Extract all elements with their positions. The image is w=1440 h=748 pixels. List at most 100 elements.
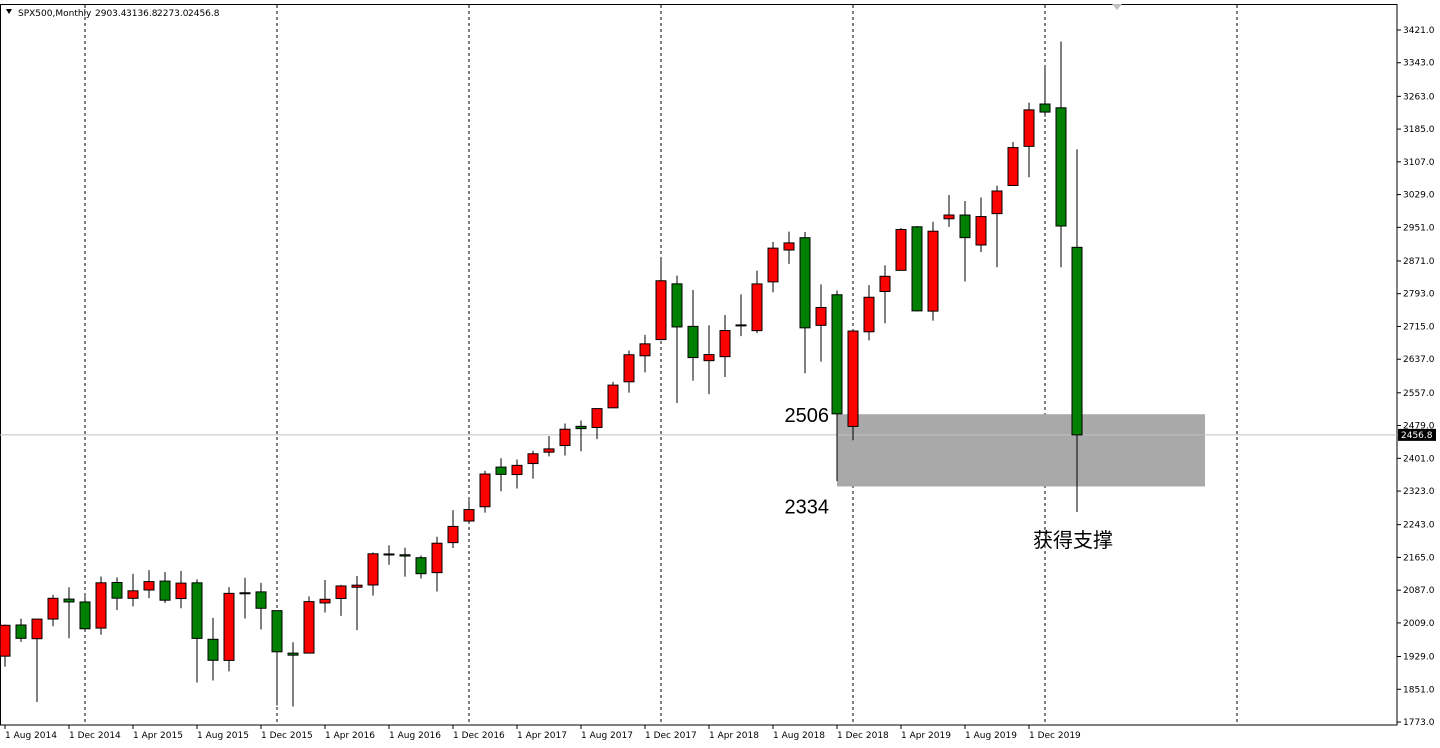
candle-body bbox=[831, 294, 843, 415]
candle-body bbox=[895, 229, 907, 271]
candle-body bbox=[47, 597, 59, 620]
price-tag: 2456.8 bbox=[1401, 431, 1433, 441]
candle-body bbox=[991, 190, 1003, 215]
candle-body bbox=[751, 283, 763, 332]
x-tick-label: 1 Apr 2019 bbox=[901, 731, 951, 741]
candle-body bbox=[415, 557, 427, 575]
candle-body bbox=[111, 582, 123, 599]
zone-top-label: 2506 bbox=[785, 405, 830, 427]
menu-arrow[interactable] bbox=[6, 9, 12, 14]
y-tick-label: 2637.0 bbox=[1403, 355, 1435, 365]
candle-body bbox=[15, 624, 27, 639]
candle-body bbox=[911, 226, 923, 312]
candle-body bbox=[799, 237, 811, 329]
x-tick-label: 1 Dec 2015 bbox=[261, 731, 313, 741]
candle-body bbox=[623, 354, 635, 383]
zone-bottom-label: 2334 bbox=[785, 496, 830, 518]
ohlc-high: 3136.8 bbox=[126, 9, 158, 19]
candle-body bbox=[927, 230, 939, 312]
y-tick-label: 2009.0 bbox=[1403, 619, 1435, 629]
y-tick-label: 2793.0 bbox=[1403, 290, 1435, 300]
x-tick-label: 1 Dec 2017 bbox=[645, 731, 697, 741]
candle-body bbox=[255, 591, 267, 609]
candle-body bbox=[399, 554, 411, 557]
candle-body bbox=[527, 453, 539, 465]
candle-body bbox=[703, 354, 715, 362]
candle-body bbox=[271, 610, 283, 653]
x-tick-label: 1 Aug 2019 bbox=[965, 731, 1017, 741]
candle-body bbox=[543, 448, 555, 453]
candle-body bbox=[959, 214, 971, 239]
candle-body bbox=[975, 216, 987, 246]
candle-body bbox=[735, 324, 747, 327]
candle-body bbox=[383, 553, 395, 556]
candle-body bbox=[351, 584, 363, 588]
candle-body bbox=[943, 214, 955, 220]
candle-body bbox=[783, 242, 795, 251]
y-tick-label: 2087.0 bbox=[1403, 586, 1435, 596]
candle-body bbox=[223, 592, 235, 661]
y-tick-label: 1929.0 bbox=[1403, 653, 1435, 663]
price-tag-bg bbox=[1398, 428, 1436, 441]
candle-body bbox=[671, 283, 683, 328]
candle-body bbox=[1007, 147, 1019, 186]
x-tick-label: 1 Aug 2016 bbox=[389, 731, 441, 741]
candle-body bbox=[175, 582, 187, 600]
candle-body bbox=[1055, 107, 1067, 227]
ohlc-close: 2456.8 bbox=[188, 9, 220, 19]
candle-body bbox=[655, 280, 667, 341]
x-tick-label: 1 Dec 2014 bbox=[69, 731, 121, 741]
y-tick-label: 2165.0 bbox=[1403, 553, 1435, 563]
y-tick-label: 3107.0 bbox=[1403, 158, 1435, 168]
y-tick-label: 2401.0 bbox=[1403, 454, 1435, 464]
candle-body bbox=[1023, 109, 1035, 147]
ohlc-low: 2273.0 bbox=[157, 9, 189, 19]
candle-body bbox=[879, 275, 891, 293]
candle-body bbox=[319, 598, 331, 604]
y-tick-label: 2715.0 bbox=[1403, 322, 1435, 332]
x-tick-label: 1 Apr 2015 bbox=[133, 731, 183, 741]
x-tick-label: 1 Apr 2018 bbox=[709, 731, 759, 741]
candle-body bbox=[79, 601, 91, 630]
candle-body bbox=[863, 296, 875, 333]
candle-body bbox=[335, 585, 347, 599]
candle-body bbox=[431, 542, 443, 574]
y-tick-label: 1773.0 bbox=[1403, 718, 1435, 728]
candle-body bbox=[719, 330, 731, 358]
candle-body bbox=[847, 330, 859, 427]
candle-body bbox=[639, 343, 651, 357]
candle-body bbox=[607, 384, 619, 409]
y-tick-label: 1851.0 bbox=[1403, 685, 1435, 695]
candle-body bbox=[815, 306, 827, 326]
candle-body bbox=[575, 425, 587, 430]
x-tick-label: 1 Apr 2017 bbox=[517, 731, 567, 741]
y-tick-label: 3029.0 bbox=[1403, 191, 1435, 201]
candle-body bbox=[511, 464, 523, 476]
candle-body bbox=[127, 590, 139, 599]
x-tick-label: 1 Aug 2018 bbox=[773, 731, 825, 741]
x-tick-label: 1 Aug 2014 bbox=[5, 731, 57, 741]
candle-body bbox=[239, 592, 251, 595]
candle-body bbox=[559, 428, 571, 447]
x-tick-label: 1 Apr 2016 bbox=[325, 731, 375, 741]
y-tick-label: 3263.0 bbox=[1403, 92, 1435, 102]
candle-body bbox=[1039, 103, 1051, 113]
candle-body bbox=[95, 582, 107, 629]
y-tick-label: 3185.0 bbox=[1403, 125, 1435, 135]
plot-frame bbox=[0, 4, 1398, 726]
candle-body bbox=[479, 473, 491, 508]
y-tick-label: 3421.0 bbox=[1403, 26, 1435, 36]
candle-body bbox=[767, 247, 779, 283]
candle-body bbox=[287, 652, 299, 656]
support-zone bbox=[837, 414, 1205, 487]
candle-body bbox=[591, 408, 603, 428]
support-label: 获得支撑 bbox=[1033, 529, 1113, 552]
candle-body bbox=[63, 598, 75, 603]
y-tick-label: 2871.0 bbox=[1403, 257, 1435, 267]
y-tick-label: 2479.0 bbox=[1403, 422, 1435, 432]
y-tick-label: 3343.0 bbox=[1403, 59, 1435, 69]
candle-body bbox=[447, 525, 459, 544]
y-tick-label: 2323.0 bbox=[1403, 487, 1435, 497]
scroll-marker bbox=[1112, 4, 1122, 10]
